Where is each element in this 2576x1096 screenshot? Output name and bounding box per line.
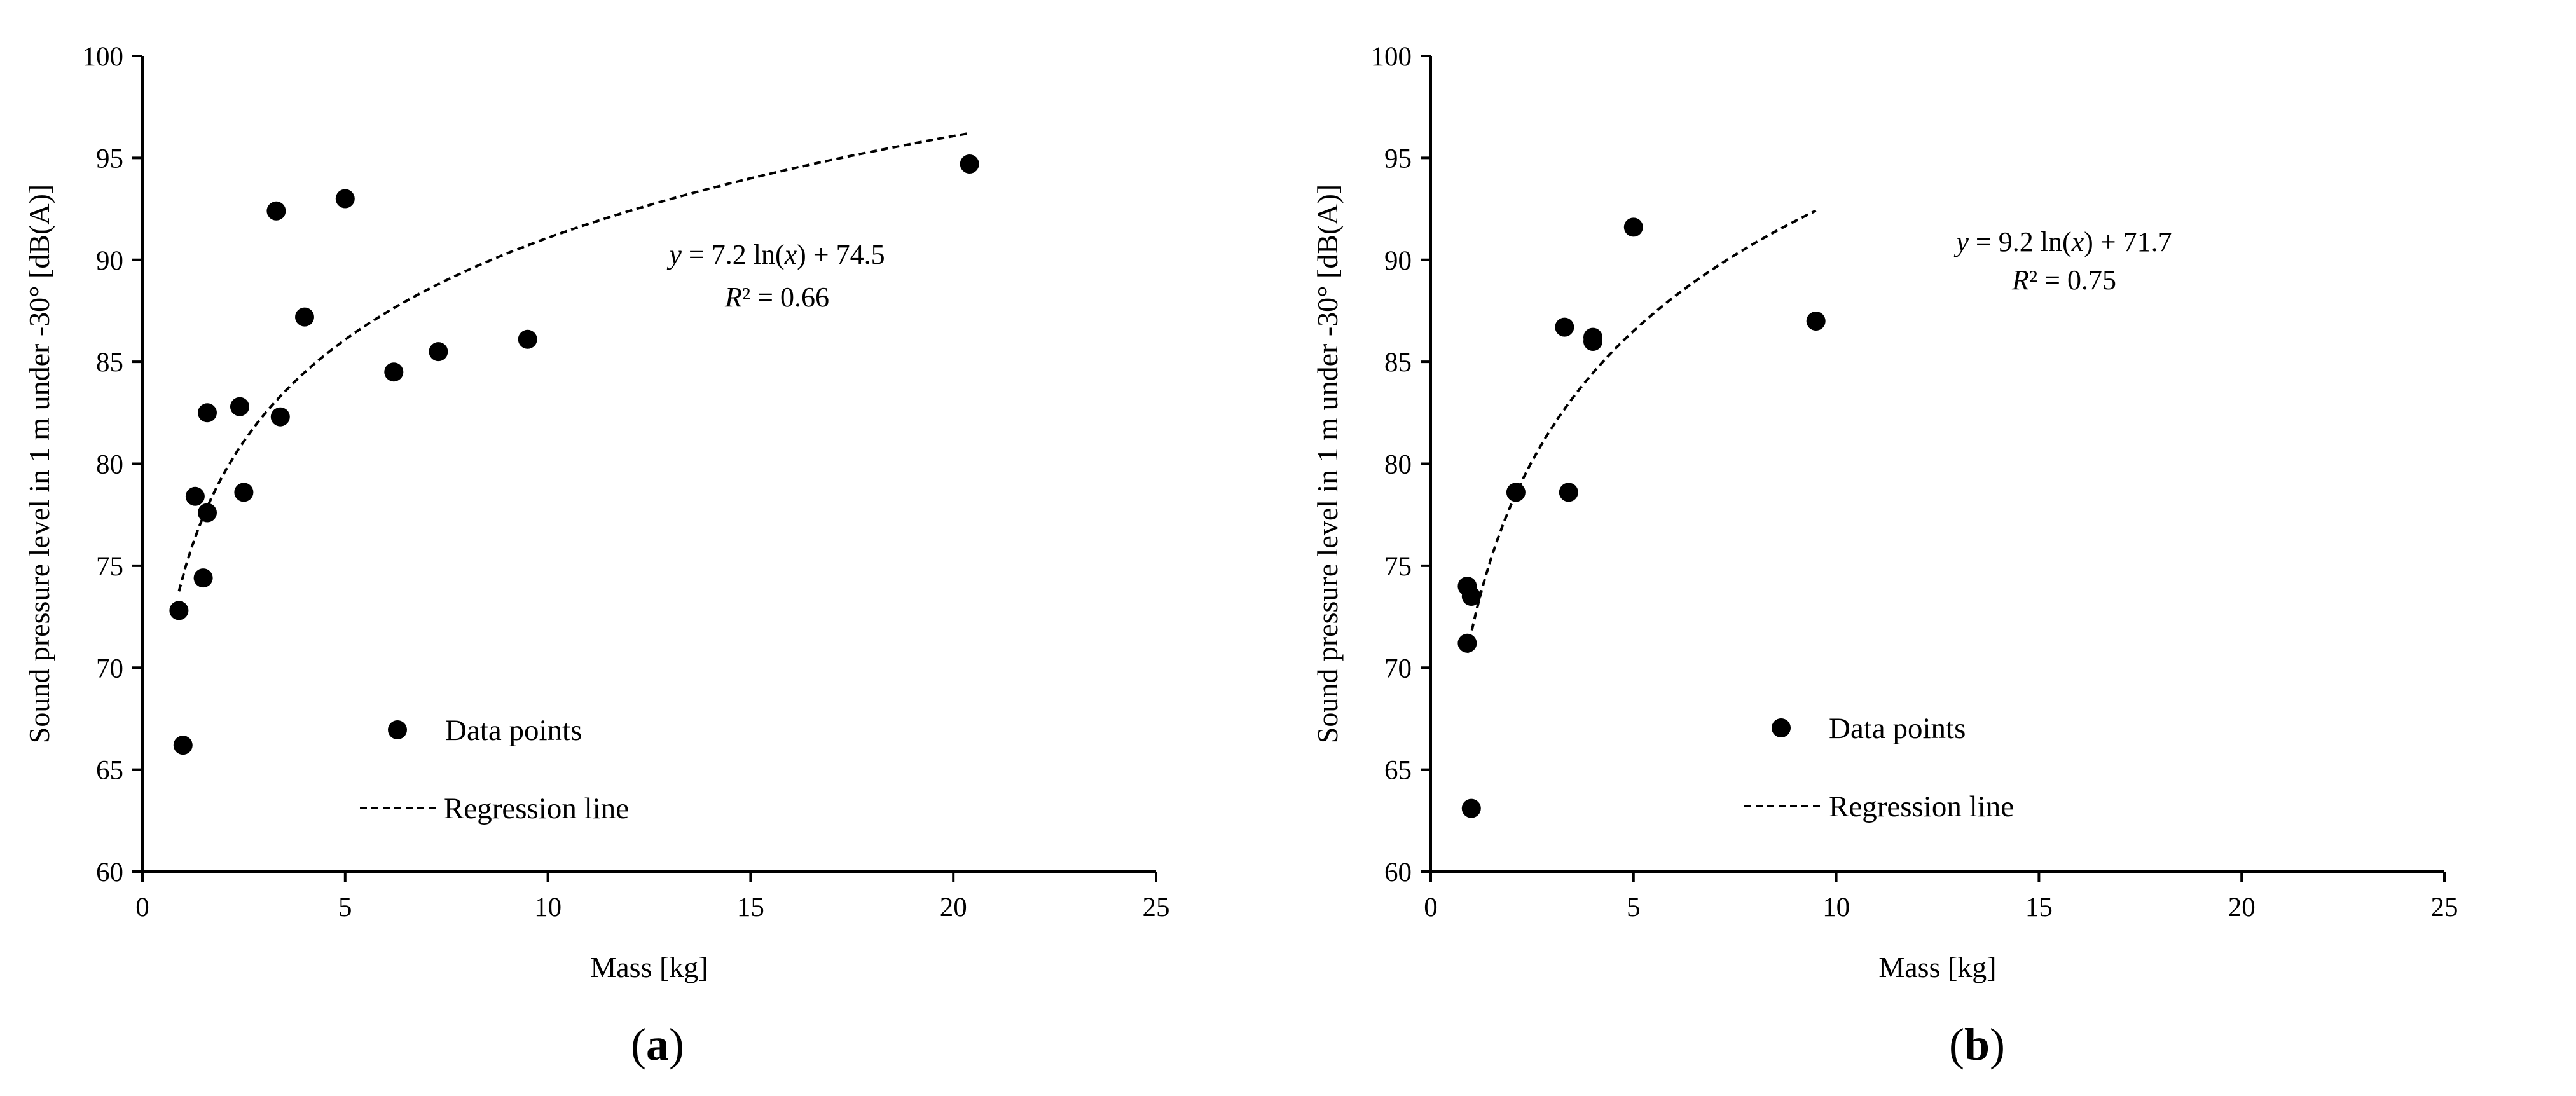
legend-label-regression-line: Regression line (1829, 790, 2014, 823)
data-point (1559, 483, 1578, 502)
y-tick-label: 100 (83, 42, 124, 72)
panel-caption-b: (b) (1948, 1019, 2005, 1070)
data-point (518, 329, 537, 349)
x-tick-label: 25 (2431, 893, 2458, 922)
data-point (198, 403, 217, 423)
data-point (1506, 483, 1526, 502)
equation-variable: y (666, 239, 682, 270)
y-tick-label: 70 (1384, 654, 1412, 683)
r-squared-value: ² = 0.75 (2029, 264, 2116, 296)
y-tick-label: 75 (96, 552, 123, 582)
data-point (1457, 633, 1477, 653)
y-tick-label: 100 (1371, 42, 1412, 72)
x-tick-label: 0 (1424, 893, 1438, 922)
panel-caption-a: (a) (631, 1019, 684, 1070)
legend-label-regression-line: Regression line (444, 792, 629, 825)
y-tick-label: 85 (1384, 348, 1412, 378)
x-tick-label: 20 (940, 893, 967, 922)
y-tick-label: 80 (96, 450, 123, 480)
y-tick-label: 85 (96, 348, 123, 378)
x-tick-label: 15 (2025, 893, 2053, 922)
panel-label-a: a (646, 1019, 669, 1070)
data-point (185, 486, 205, 506)
data-point (1461, 798, 1481, 818)
r-squared-symbol: R (724, 282, 742, 313)
x-tick-label: 15 (737, 893, 764, 922)
panel-label-b: b (1964, 1019, 1990, 1070)
data-point (1555, 317, 1574, 337)
data-point (384, 362, 404, 382)
data-point (295, 307, 314, 327)
data-point (169, 601, 189, 620)
scatter-chart-a: 60 65 70 75 80 85 90 95 100 0 5 10 15 20 25 Mass [kg] So… (23, 42, 1170, 983)
legend-marker-data-points (388, 720, 407, 739)
legend-label-data-points: Data points (445, 714, 582, 747)
data-point (270, 407, 290, 427)
data-point (1583, 332, 1602, 351)
x-axis-title: Mass [kg] (1878, 951, 1996, 983)
r-squared-label: R² = 0.75 (2011, 264, 2116, 296)
y-tick-label: 75 (1384, 552, 1412, 582)
y-tick-label: 65 (1384, 756, 1412, 786)
equation-text: = 9.2 ln( (1969, 226, 2072, 257)
chart-panel-a: 60 65 70 75 80 85 90 95 100 0 5 10 15 20 25 Mass [kg] So… (23, 42, 1170, 1070)
y-tick-label: 90 (96, 246, 123, 276)
legend-marker-data-points (1772, 718, 1791, 737)
x-tick-label: 5 (338, 893, 352, 922)
data-point (198, 503, 217, 523)
y-tick-label: 95 (96, 144, 123, 174)
y-tick-label: 90 (1384, 246, 1412, 276)
y-tick-label: 70 (96, 654, 123, 683)
equation-text: ) + 71.7 (2084, 226, 2172, 257)
data-point (230, 397, 249, 416)
data-point (960, 154, 979, 174)
x-tick-label: 5 (1627, 893, 1641, 922)
x-tick-label: 25 (1143, 893, 1170, 922)
data-point (1461, 587, 1481, 606)
legend-label-data-points: Data points (1829, 712, 1966, 745)
regression-equation: y = 9.2 ln(x) + 71.7 (1953, 226, 2172, 257)
data-point (1623, 217, 1643, 237)
data-point (234, 483, 254, 502)
x-tick-label: 20 (2228, 893, 2256, 922)
equation-variable: x (2071, 226, 2084, 257)
equation-text: ) + 74.5 (797, 239, 885, 270)
y-tick-label: 95 (1384, 144, 1412, 174)
scatter-chart-b: 60 65 70 75 80 85 90 95 100 0 5 10 15 20 25 Mass [kg] So… (1311, 42, 2458, 983)
y-tick-label: 65 (96, 756, 123, 786)
chart-panel-b: 60 65 70 75 80 85 90 95 100 0 5 10 15 20 25 Mass [kg] So… (1288, 0, 2576, 1096)
x-tick-label: 0 (135, 893, 149, 922)
data-point (429, 342, 448, 362)
regression-equation: y = 7.2 ln(x) + 74.5 (666, 239, 885, 270)
equation-text: = 7.2 ln( (682, 239, 785, 270)
x-tick-label: 10 (534, 893, 561, 922)
regression-line (177, 132, 970, 592)
data-point (173, 736, 193, 755)
y-axis-title: Sound pressure level in 1 m under -30° [… (23, 184, 55, 743)
data-point (266, 201, 286, 221)
data-point (193, 568, 213, 588)
y-tick-label: 60 (1384, 858, 1412, 887)
y-tick-label: 80 (1384, 450, 1412, 480)
data-point (335, 189, 355, 209)
data-point (1806, 312, 1826, 331)
r-squared-label: R² = 0.66 (724, 282, 829, 313)
r-squared-symbol: R (2011, 264, 2029, 296)
x-tick-label: 10 (1822, 893, 1850, 922)
regression-line (1466, 209, 1817, 654)
equation-variable: x (784, 239, 797, 270)
y-tick-label: 60 (96, 858, 123, 887)
r-squared-value: ² = 0.66 (742, 282, 829, 313)
equation-variable: y (1953, 226, 1969, 257)
y-axis-title: Sound pressure level in 1 m under -30° [… (1311, 184, 1344, 743)
x-axis-title: Mass [kg] (590, 951, 708, 983)
